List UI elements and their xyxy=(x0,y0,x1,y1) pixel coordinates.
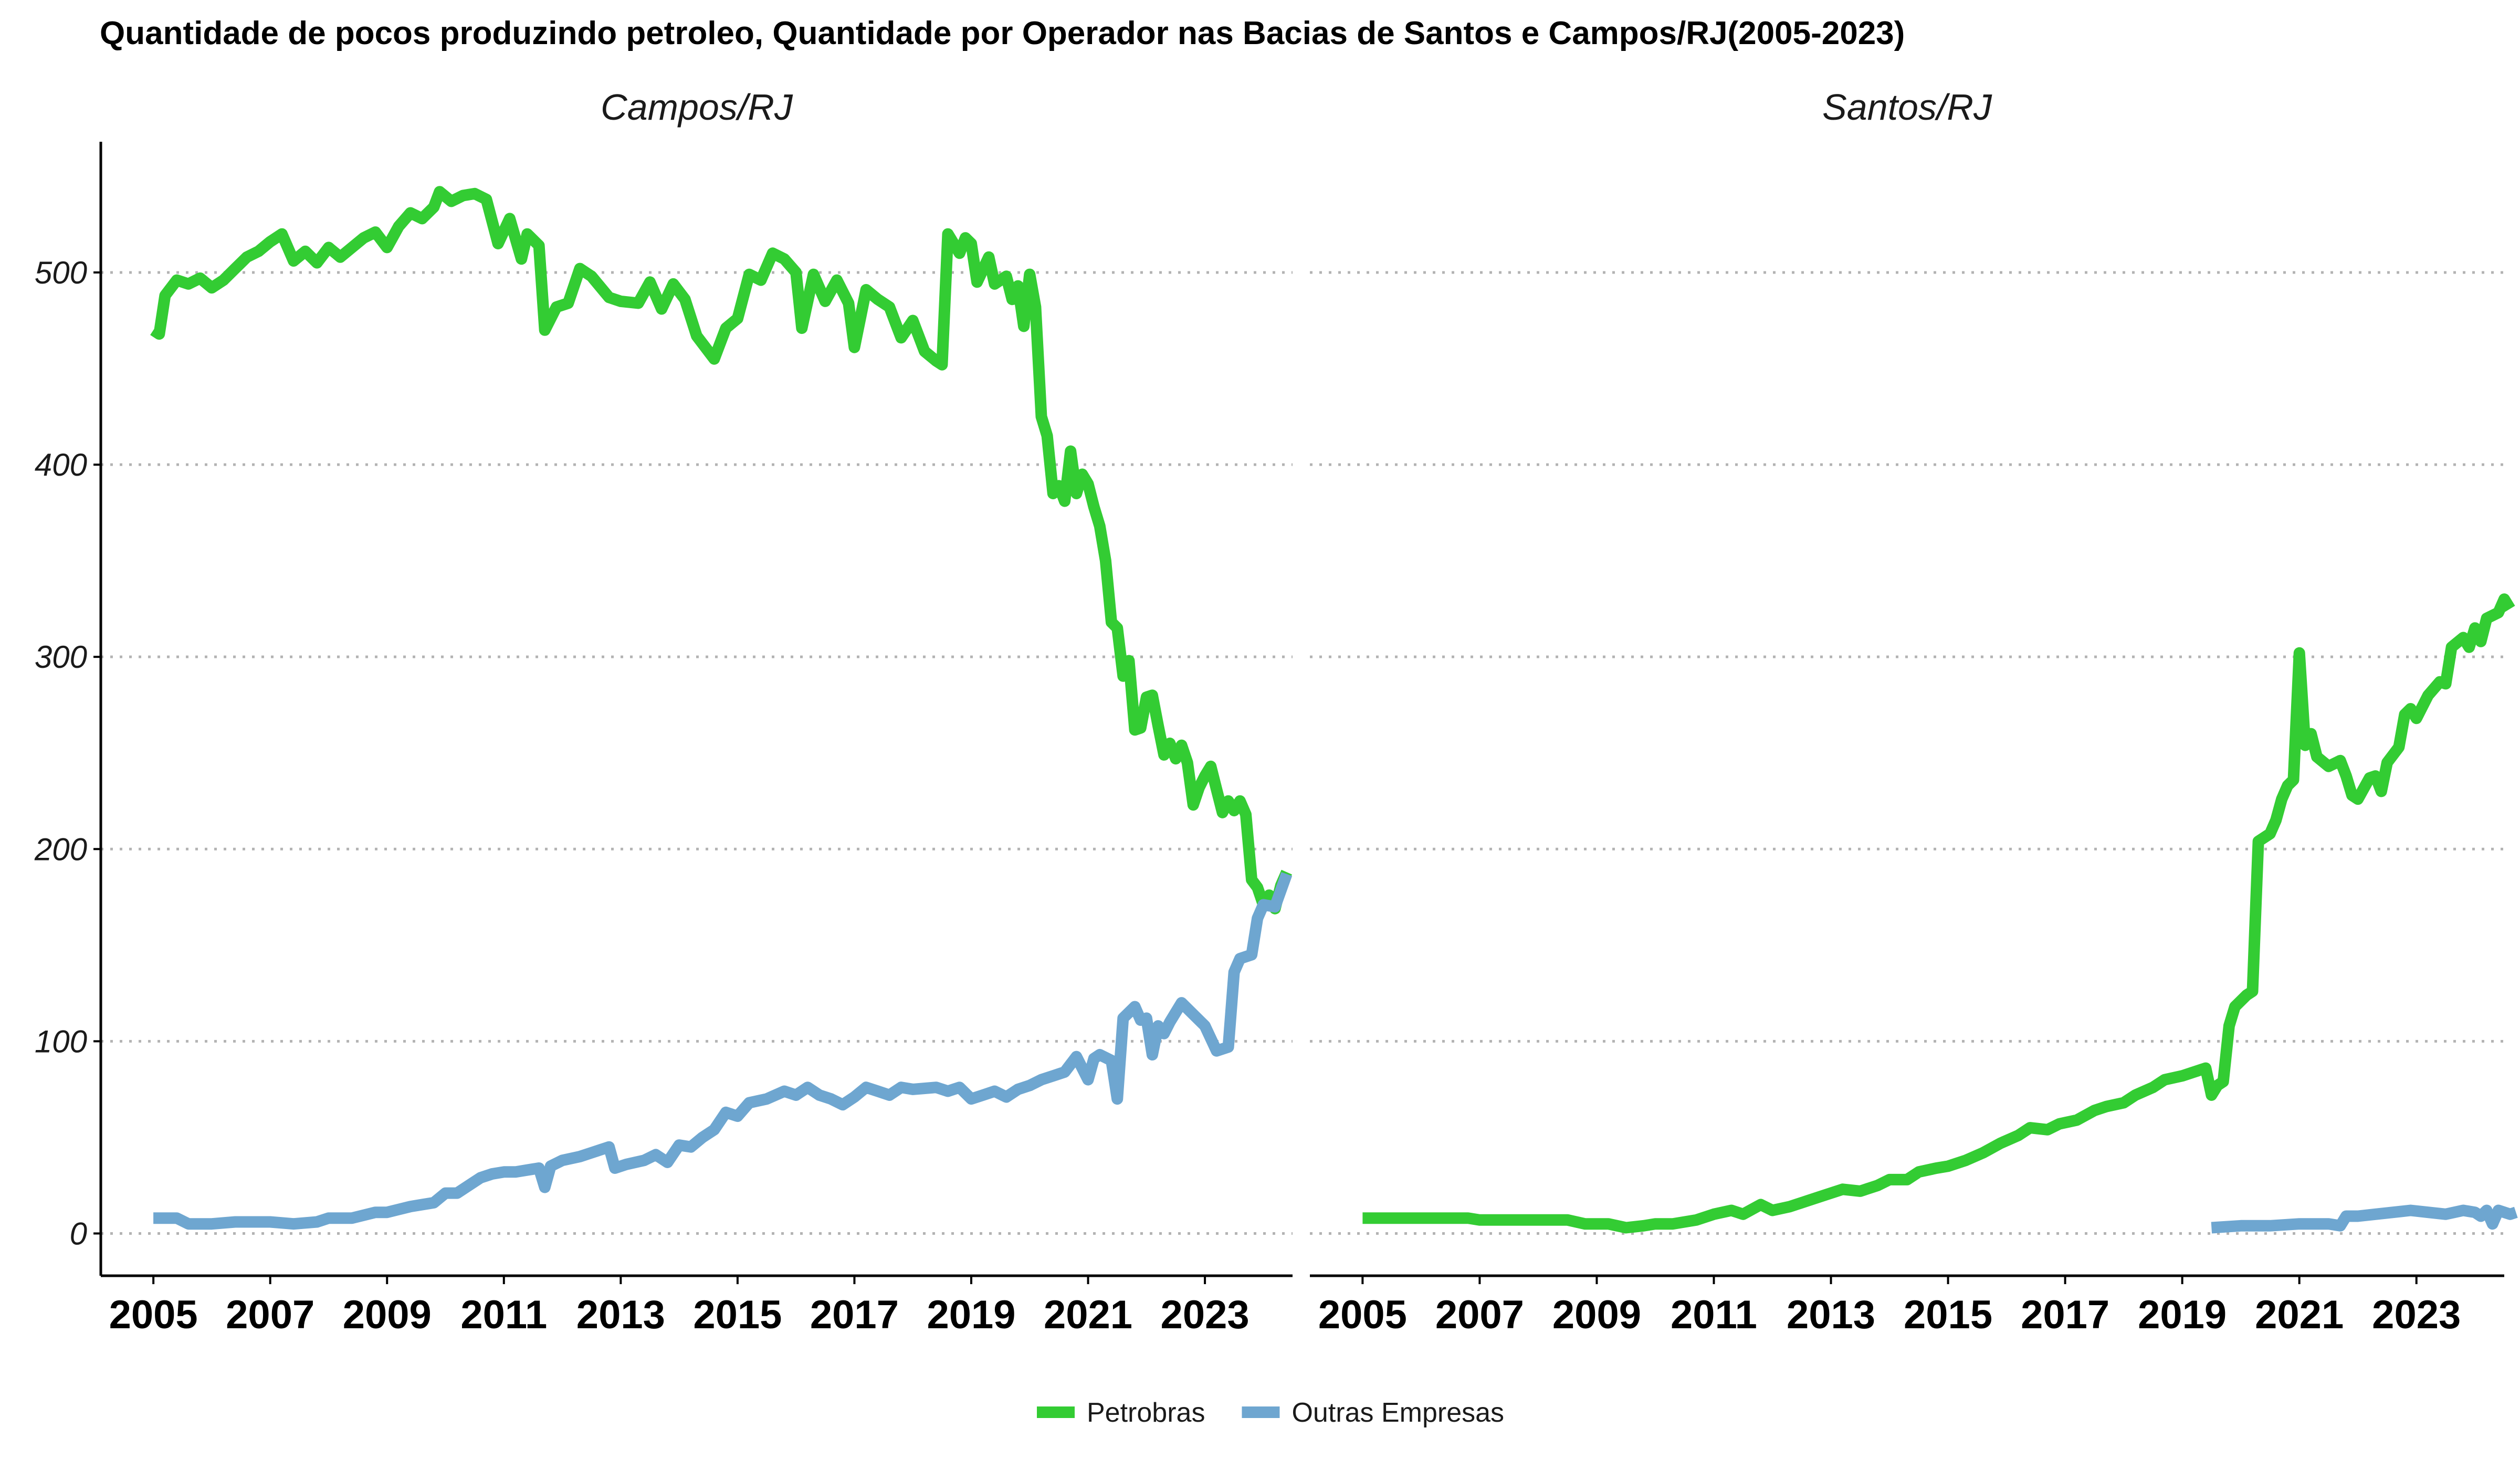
series-line-outras-empresas-santos-rj xyxy=(2211,1204,2518,1234)
x-tick-label-2013: 2013 xyxy=(576,1293,665,1337)
x-tick-label-2007: 2007 xyxy=(226,1293,314,1337)
x-tick-label-2015: 2015 xyxy=(693,1293,782,1337)
series-line-petrobras-santos-rj xyxy=(1362,593,2515,1234)
series-line-outras-empresas-campos-rj xyxy=(153,872,1293,1230)
y-tick-label-0: 0 xyxy=(70,1216,87,1251)
x-tick-label-2023: 2023 xyxy=(1161,1293,1250,1337)
legend-label-petrobras: Petrobras xyxy=(1087,1398,1205,1428)
x-tick-label-2005: 2005 xyxy=(1318,1293,1407,1337)
panel-campos-rj: Campos/RJ 0 100 200 300 400 500 2005 2007 2009 201… xyxy=(34,87,1293,1337)
legend-label-outras-empresas: Outras Empresas xyxy=(1292,1398,1504,1428)
x-tick-label-2017: 2017 xyxy=(810,1293,899,1337)
y-tick-label-500: 500 xyxy=(35,255,87,290)
y-tick-label-300: 300 xyxy=(35,639,87,675)
x-tick-label-2007: 2007 xyxy=(1435,1293,1524,1337)
x-tick-label-2021: 2021 xyxy=(2255,1293,2344,1337)
x-tick-label-2005: 2005 xyxy=(109,1293,198,1337)
x-tick-label-2023: 2023 xyxy=(2372,1293,2461,1337)
x-tick-label-2013: 2013 xyxy=(1787,1293,1875,1337)
x-tick-label-2019: 2019 xyxy=(2138,1293,2227,1337)
panel-title-campos-rj: Campos/RJ xyxy=(601,87,793,128)
panels: Campos/RJ 0 100 200 300 400 500 2005 2007 2009 201… xyxy=(34,87,2518,1337)
x-tick-label-2011: 2011 xyxy=(460,1293,547,1337)
series-line-petrobras-campos-rj xyxy=(150,186,1292,915)
x-tick-label-2015: 2015 xyxy=(1904,1293,1992,1337)
panel-santos-rj: Santos/RJ 2005 2007 2009 2011 2013 2015 2017 201… xyxy=(1310,87,2518,1337)
chart-title: Quantidade de pocos produzindo petroleo,… xyxy=(100,15,1905,51)
legend: Petrobras Outras Empresas xyxy=(1037,1398,1504,1428)
legend-item-petrobras: Petrobras xyxy=(1037,1398,1205,1428)
y-tick-label-400: 400 xyxy=(35,447,87,482)
panel-title-santos-rj: Santos/RJ xyxy=(1822,87,1992,128)
y-tick-label-100: 100 xyxy=(35,1024,87,1059)
x-tick-label-2021: 2021 xyxy=(1044,1293,1132,1337)
x-tick-label-2011: 2011 xyxy=(1671,1293,1757,1337)
x-tick-label-2009: 2009 xyxy=(1552,1293,1641,1337)
y-tick-label-200: 200 xyxy=(34,832,87,867)
x-tick-label-2009: 2009 xyxy=(343,1293,432,1337)
x-tick-label-2019: 2019 xyxy=(927,1293,1015,1337)
legend-item-outras-empresas: Outras Empresas xyxy=(1242,1398,1504,1428)
x-tick-label-2017: 2017 xyxy=(2021,1293,2109,1337)
